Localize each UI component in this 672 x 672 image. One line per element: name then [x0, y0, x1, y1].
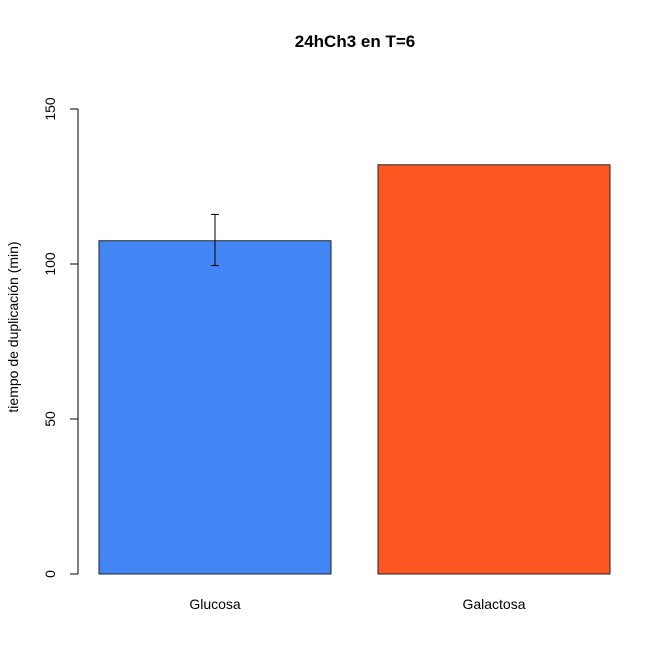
- y-tick-label: 100: [42, 252, 58, 276]
- y-tick-label: 50: [42, 411, 58, 427]
- y-tick-label: 0: [42, 570, 58, 578]
- x-category-label: Galactosa: [462, 596, 525, 612]
- chart-title: 24hCh3 en T=6: [295, 32, 415, 51]
- bar-glucosa: [98, 240, 332, 575]
- x-category-label: Glucosa: [189, 596, 241, 612]
- y-tick-label: 150: [42, 97, 58, 121]
- bar-galactosa: [377, 164, 611, 575]
- plot-area: 0 50 100 150 Glucosa Galactosa: [42, 97, 611, 612]
- y-axis-label: tiempo de duplicación (min): [5, 241, 21, 412]
